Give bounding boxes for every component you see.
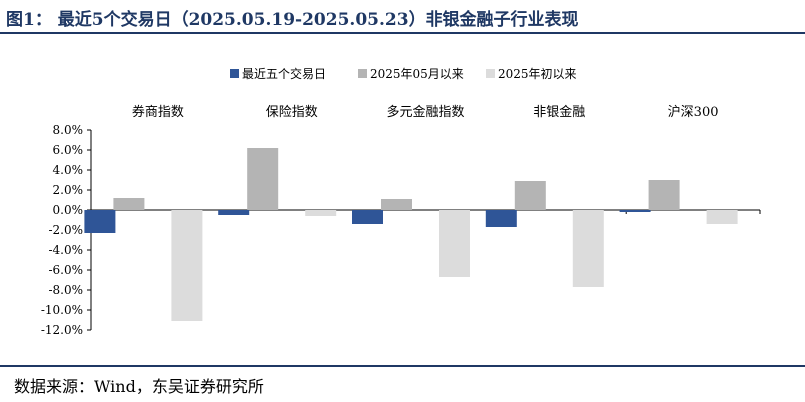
y-axis: 8.0% 6.0% 4.0% 2.0% 0.0% -2.0% -4.0% -6.0% -8.0%… bbox=[41, 123, 761, 337]
y-tick-label: 4.0% bbox=[53, 163, 84, 177]
bar bbox=[171, 210, 203, 321]
category-label: 沪深300 bbox=[668, 104, 719, 120]
legend-label: 最近五个交易日 bbox=[242, 66, 326, 81]
bar bbox=[305, 210, 337, 216]
bar bbox=[247, 148, 279, 210]
category-label: 非银金融 bbox=[533, 104, 585, 120]
bar bbox=[485, 210, 517, 227]
category-label: 保险指数 bbox=[266, 105, 318, 120]
title-rule bbox=[0, 32, 805, 34]
y-tick-label: 8.0% bbox=[53, 123, 84, 137]
category-labels: 券商指数 保险指数 多元金融指数 非银金融 沪深300 bbox=[132, 104, 719, 120]
bar bbox=[514, 181, 546, 210]
bar bbox=[572, 210, 604, 287]
legend-swatch bbox=[230, 69, 239, 78]
y-tick-label: -10.0% bbox=[41, 303, 83, 317]
y-tick-label: -4.0% bbox=[48, 243, 83, 257]
bar bbox=[352, 210, 383, 224]
source-rule bbox=[0, 365, 805, 367]
y-tick-label: -6.0% bbox=[48, 263, 83, 277]
bar bbox=[113, 198, 145, 210]
bar bbox=[648, 180, 680, 210]
y-tick-label: 0.0% bbox=[53, 203, 84, 217]
y-tick-label: 6.0% bbox=[53, 143, 84, 157]
figure-title: 图1： 最近5个交易日（2025.05.19-2025.05.23）非银金融子行… bbox=[6, 10, 579, 30]
y-tick-label: -2.0% bbox=[48, 223, 83, 237]
source-note: 数据来源：Wind，东吴证券研究所 bbox=[14, 377, 264, 396]
y-tick-label: -8.0% bbox=[48, 283, 83, 297]
bar bbox=[84, 210, 116, 233]
legend-swatch bbox=[486, 69, 495, 78]
legend-label: 2025年05月以来 bbox=[370, 67, 464, 81]
bar bbox=[619, 210, 651, 212]
legend-swatch bbox=[358, 69, 367, 78]
legend-label: 2025年初以来 bbox=[498, 67, 577, 81]
y-tick-label: -12.0% bbox=[41, 323, 83, 337]
bar bbox=[439, 210, 470, 277]
bar-chart: 最近五个交易日 2025年05月以来 2025年初以来 券商指数 保险指数 多元金融指数… bbox=[41, 66, 761, 337]
legend: 最近五个交易日 2025年05月以来 2025年初以来 bbox=[230, 66, 577, 81]
y-tick-label: 2.0% bbox=[53, 183, 84, 197]
category-label: 多元金融指数 bbox=[386, 104, 464, 120]
category-label: 券商指数 bbox=[132, 104, 184, 120]
bar bbox=[218, 210, 250, 215]
bars bbox=[84, 148, 738, 321]
bar bbox=[706, 210, 738, 224]
bar bbox=[381, 199, 412, 210]
